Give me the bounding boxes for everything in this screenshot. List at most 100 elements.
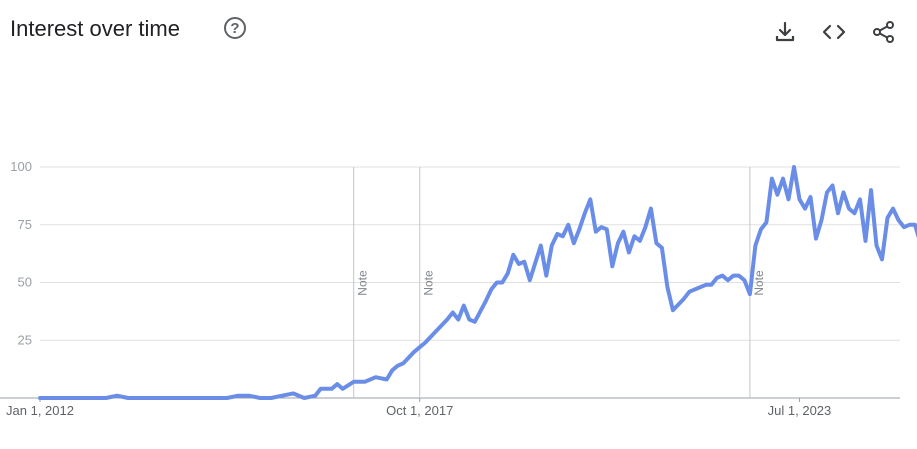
data-point[interactable]: [455, 317, 461, 323]
data-point[interactable]: [373, 374, 379, 380]
data-point[interactable]: [631, 233, 637, 239]
data-point[interactable]: [290, 390, 296, 396]
data-point[interactable]: [620, 229, 626, 235]
data-point[interactable]: [736, 273, 742, 279]
data-point[interactable]: [813, 236, 819, 242]
data-point[interactable]: [549, 243, 555, 249]
data-point[interactable]: [786, 196, 792, 202]
data-point[interactable]: [362, 379, 368, 385]
note-label[interactable]: Note: [752, 270, 766, 296]
data-point[interactable]: [257, 395, 263, 401]
share-icon[interactable]: [870, 18, 898, 46]
embed-code-icon[interactable]: [820, 18, 848, 46]
note-label[interactable]: Note: [356, 270, 370, 296]
data-point[interactable]: [444, 317, 450, 323]
data-point[interactable]: [483, 298, 489, 304]
data-point[interactable]: [103, 395, 109, 401]
data-point[interactable]: [235, 393, 241, 399]
data-point[interactable]: [329, 386, 335, 392]
help-icon[interactable]: ?: [224, 17, 246, 39]
data-point[interactable]: [340, 386, 346, 392]
note-label[interactable]: Note: [422, 270, 436, 296]
data-point[interactable]: [488, 286, 494, 292]
data-point[interactable]: [576, 226, 582, 232]
data-point[interactable]: [780, 176, 786, 182]
data-point[interactable]: [808, 194, 814, 200]
data-point[interactable]: [395, 363, 401, 369]
data-point[interactable]: [708, 282, 714, 288]
data-point[interactable]: [191, 395, 197, 401]
data-point[interactable]: [664, 284, 670, 290]
data-point[interactable]: [769, 176, 775, 182]
data-point[interactable]: [554, 231, 560, 237]
data-point[interactable]: [670, 307, 676, 313]
data-point[interactable]: [852, 210, 858, 216]
data-point[interactable]: [697, 284, 703, 290]
data-point[interactable]: [824, 189, 830, 195]
data-point[interactable]: [725, 277, 731, 283]
data-point[interactable]: [874, 243, 880, 249]
data-point[interactable]: [593, 229, 599, 235]
data-point[interactable]: [400, 360, 406, 366]
data-point[interactable]: [571, 240, 577, 246]
data-point[interactable]: [598, 224, 604, 230]
data-point[interactable]: [714, 275, 720, 281]
data-point[interactable]: [879, 256, 885, 262]
data-point[interactable]: [516, 261, 522, 267]
data-point[interactable]: [890, 206, 896, 212]
data-point[interactable]: [885, 215, 891, 221]
data-point[interactable]: [208, 395, 214, 401]
data-point[interactable]: [857, 196, 863, 202]
data-point[interactable]: [565, 222, 571, 228]
download-icon[interactable]: [771, 18, 799, 46]
data-point[interactable]: [560, 233, 566, 239]
data-point[interactable]: [433, 328, 439, 334]
data-point[interactable]: [615, 240, 621, 246]
data-point[interactable]: [835, 210, 841, 216]
data-point[interactable]: [384, 377, 390, 383]
data-point[interactable]: [637, 238, 643, 244]
data-point[interactable]: [719, 273, 725, 279]
data-point[interactable]: [896, 217, 902, 223]
data-point[interactable]: [279, 393, 285, 399]
data-point[interactable]: [841, 189, 847, 195]
data-point[interactable]: [466, 317, 472, 323]
data-point[interactable]: [87, 395, 93, 401]
data-point[interactable]: [527, 277, 533, 283]
data-point[interactable]: [158, 395, 164, 401]
data-point[interactable]: [450, 310, 456, 316]
data-point[interactable]: [752, 243, 758, 249]
data-point[interactable]: [70, 395, 76, 401]
data-point[interactable]: [797, 196, 803, 202]
data-point[interactable]: [543, 273, 549, 279]
data-point[interactable]: [901, 224, 907, 230]
data-point[interactable]: [686, 289, 692, 295]
data-point[interactable]: [422, 340, 428, 346]
data-point[interactable]: [791, 164, 797, 170]
data-point[interactable]: [494, 280, 500, 286]
data-point[interactable]: [912, 222, 917, 228]
data-point[interactable]: [758, 226, 764, 232]
data-point[interactable]: [819, 217, 825, 223]
data-point[interactable]: [505, 270, 511, 276]
data-point[interactable]: [175, 395, 181, 401]
data-point[interactable]: [730, 273, 736, 279]
data-point[interactable]: [802, 206, 808, 212]
data-point[interactable]: [642, 224, 648, 230]
data-point[interactable]: [747, 291, 753, 297]
data-point[interactable]: [648, 206, 654, 212]
data-point[interactable]: [125, 395, 131, 401]
data-point[interactable]: [334, 381, 340, 387]
data-point[interactable]: [411, 349, 417, 355]
data-point[interactable]: [774, 192, 780, 198]
data-point[interactable]: [499, 280, 505, 286]
data-point[interactable]: [224, 395, 230, 401]
data-point[interactable]: [830, 183, 836, 189]
data-point[interactable]: [681, 296, 687, 302]
data-point[interactable]: [461, 303, 467, 309]
data-point[interactable]: [653, 240, 659, 246]
data-point[interactable]: [587, 196, 593, 202]
data-point[interactable]: [538, 243, 544, 249]
data-point[interactable]: [521, 259, 527, 265]
data-point[interactable]: [703, 282, 709, 288]
